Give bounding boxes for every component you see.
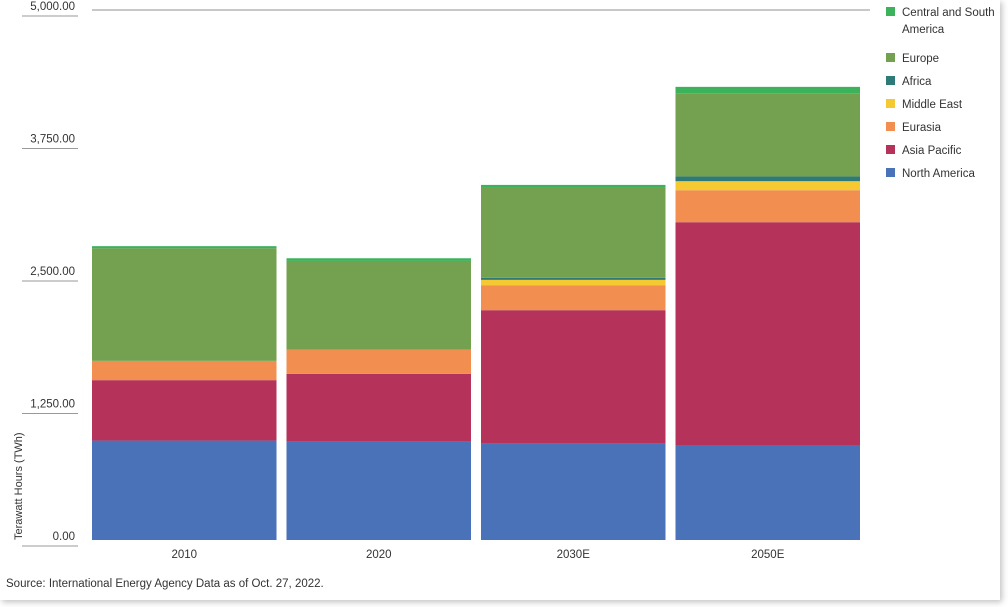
legend-swatch: [886, 53, 895, 62]
bar-segment: [675, 222, 860, 446]
y-axis-label: Terawatt Hours (TWh): [13, 432, 25, 540]
y-tick-label: 2,500.00: [30, 266, 75, 278]
bar-segment: [92, 360, 277, 381]
bar-segment: [675, 445, 860, 540]
legend-swatch: [886, 145, 895, 154]
x-tick-label: 2020: [366, 549, 392, 561]
bar-segment: [481, 285, 666, 311]
legend-label: North America: [902, 168, 975, 180]
bar-segment: [286, 258, 471, 261]
bar-segment: [286, 349, 471, 374]
bar-segment: [675, 190, 860, 223]
legend: Central and South America Europe Africa Midd…: [886, 7, 995, 180]
bar-segment: [481, 184, 666, 188]
legend-label: Asia Pacific: [902, 145, 962, 157]
bar-segment: [92, 248, 277, 361]
legend-item: Europe: [886, 53, 939, 65]
legend-item: Asia Pacific: [886, 145, 962, 157]
legend-swatch: [886, 7, 895, 16]
bar-segment: [481, 310, 666, 444]
legend-item: Africa: [886, 76, 932, 88]
y-tick-label: 3,750.00: [30, 134, 75, 146]
x-tick-label: 2010: [171, 549, 197, 561]
legend-item: Middle East: [886, 99, 963, 111]
bar-segment: [92, 440, 277, 540]
bar-segment: [675, 86, 860, 94]
bar-segment: [481, 279, 666, 286]
legend-swatch: [886, 122, 895, 131]
source-note: Source: International Energy Agency Data…: [6, 578, 324, 590]
legend-swatch: [886, 168, 895, 177]
x-tick-label: 2050E: [751, 549, 785, 561]
legend-label: Europe: [902, 53, 939, 65]
bar-segment: [675, 93, 860, 177]
bar-segment: [92, 380, 277, 441]
bar-segment: [286, 441, 471, 540]
legend-item: Eurasia: [886, 122, 942, 134]
legend-swatch: [886, 99, 895, 108]
x-axis-tick-labels: 2010 2020 2030E 2050E: [171, 549, 784, 561]
bar-segment: [481, 277, 666, 280]
legend-swatch: [886, 76, 895, 85]
legend-item: North America: [886, 168, 975, 180]
bar-segment: [286, 373, 471, 442]
legend-item: Central and South America: [886, 7, 995, 36]
legend-label: Africa: [902, 76, 932, 88]
bars: [92, 86, 860, 540]
y-tick-label: 0.00: [53, 531, 75, 543]
y-axis-tick-labels: 0.00 1,250.00 2,500.00 3,750.00 5,000.00: [22, 1, 78, 547]
bar-segment: [675, 176, 860, 182]
bar-segment: [92, 246, 277, 249]
legend-label: Eurasia: [902, 122, 942, 134]
bar-segment: [481, 187, 666, 278]
legend-label: Central and South: [902, 7, 995, 19]
bar-segment: [675, 181, 860, 191]
legend-label: America: [902, 24, 945, 36]
y-tick-label: 5,000.00: [30, 1, 75, 13]
x-tick-label: 2030E: [557, 549, 591, 561]
legend-label: Middle East: [902, 99, 963, 111]
bar-segment: [481, 443, 666, 540]
y-tick-label: 1,250.00: [30, 399, 75, 411]
bar-segment: [286, 260, 471, 350]
